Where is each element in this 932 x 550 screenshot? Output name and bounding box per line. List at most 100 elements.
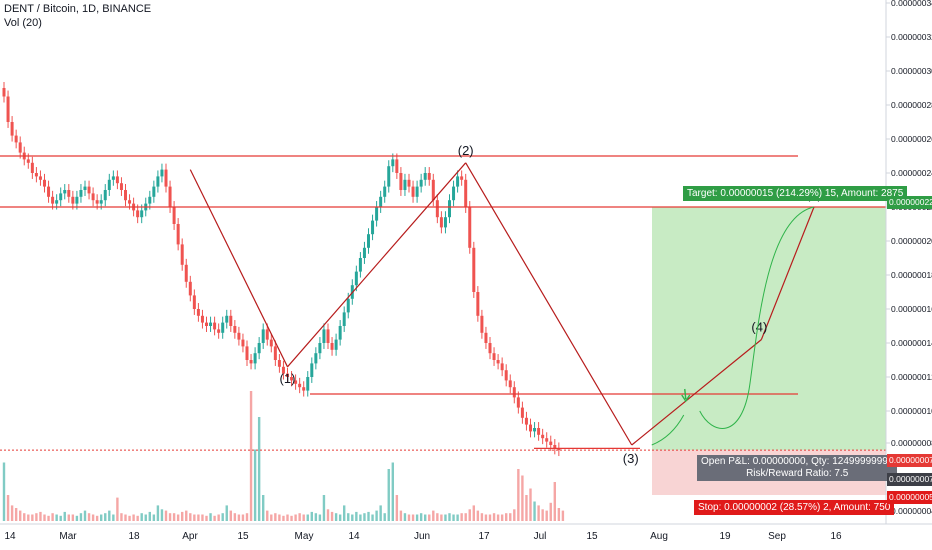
candle-body xyxy=(229,315,233,326)
volume-bar xyxy=(509,513,512,521)
volume-bar xyxy=(128,515,131,521)
candle-body xyxy=(277,360,281,367)
candle-body xyxy=(375,207,379,221)
candle-body xyxy=(245,346,249,360)
volume-bar xyxy=(217,514,220,521)
volume-bar xyxy=(347,513,350,521)
volume-bar xyxy=(290,515,293,521)
volume-bar xyxy=(43,514,46,521)
wave-label: (1) xyxy=(280,371,296,386)
volume-bar xyxy=(415,514,419,521)
volume-bar xyxy=(472,505,475,521)
candle-body xyxy=(14,135,18,143)
volume-bar xyxy=(282,515,285,521)
candle-body xyxy=(273,346,277,360)
candle-body xyxy=(512,387,516,398)
volume-bar xyxy=(266,510,269,521)
volume-bar xyxy=(91,514,95,521)
volume-bar xyxy=(440,514,443,521)
stop-label[interactable]: Stop: 0.00000002 (28.57%) 2, Amount: 750 xyxy=(694,500,895,515)
volume-bar xyxy=(124,514,127,521)
candle-body xyxy=(488,343,492,354)
volume-bar xyxy=(488,514,492,521)
volume-bar xyxy=(27,514,30,521)
target-zone xyxy=(652,207,886,451)
volume-bar xyxy=(557,508,561,521)
candle-body xyxy=(330,343,334,350)
entry-price-badge: 0.00000007 xyxy=(887,454,932,467)
volume-indicator-label[interactable]: Vol (20) xyxy=(4,17,42,29)
volume-bar xyxy=(197,514,200,521)
volume-bar xyxy=(468,509,471,521)
candle-body xyxy=(306,377,310,391)
volume-bar xyxy=(193,514,196,521)
volume-bar xyxy=(67,514,70,521)
wave-label: (3) xyxy=(623,451,639,466)
volume-bar xyxy=(225,505,228,521)
candle-body xyxy=(34,173,38,177)
volume-bar xyxy=(245,513,249,521)
candle-body xyxy=(358,258,362,272)
volume-bar xyxy=(553,482,556,521)
candle-body xyxy=(83,186,87,190)
volume-bar xyxy=(302,514,305,521)
candle-body xyxy=(346,298,350,313)
candle-body xyxy=(184,264,188,282)
volume-bar xyxy=(444,514,447,521)
candle-body xyxy=(553,445,557,449)
position-info-label[interactable]: Open P&L: 0.00000000, Qty: 12499999999 R… xyxy=(697,455,898,481)
candle-body xyxy=(456,176,460,187)
time-axis xyxy=(0,524,886,550)
volume-bar xyxy=(116,497,119,521)
volume-bar xyxy=(496,514,500,521)
price-tick-label: 0.00000004 xyxy=(891,506,932,516)
candle-body xyxy=(286,373,289,377)
time-tick-label: 14 xyxy=(348,531,360,542)
candle-body xyxy=(103,190,107,201)
volume-bar xyxy=(23,513,26,521)
candle-body xyxy=(2,88,6,97)
volume-bar xyxy=(541,509,544,521)
candle-body xyxy=(549,441,553,445)
volume-bar xyxy=(79,513,83,521)
time-tick-label: Jun xyxy=(414,531,430,542)
volume-bar xyxy=(120,513,123,521)
wave-segment xyxy=(465,162,633,446)
open-pl-text: Open P&L: 0.00000000, Qty: 12499999999 xyxy=(701,456,894,467)
volume-bar xyxy=(298,513,301,521)
candle-body xyxy=(302,387,306,391)
volume-bar xyxy=(144,514,147,521)
volume-bar xyxy=(545,510,548,521)
candle-body xyxy=(71,196,75,204)
candle-body xyxy=(209,322,213,326)
symbol-title: DENT / Bitcoin, 1D, BINANCE xyxy=(4,3,152,15)
volume-bar xyxy=(278,514,281,521)
volume-bar xyxy=(112,514,115,521)
time-tick-label: 15 xyxy=(237,531,249,542)
wave-segment xyxy=(287,162,467,368)
volume-bar xyxy=(10,505,14,521)
price-tick-label: 0.00000010 xyxy=(891,406,932,416)
candle-body xyxy=(79,190,83,197)
volume-bar xyxy=(95,515,99,521)
target-label[interactable]: Target: 0.00000015 (214.29%) 15, Amount:… xyxy=(683,186,908,201)
volume-bar xyxy=(521,475,524,521)
candle-body xyxy=(399,173,403,190)
price-tick-label: 0.00000032 xyxy=(891,32,932,42)
volume-bar xyxy=(19,510,22,521)
candle-body xyxy=(427,173,431,180)
volume-bar xyxy=(375,510,378,521)
candle-body xyxy=(205,322,208,326)
candle-body xyxy=(524,417,528,425)
volume-bar xyxy=(363,513,366,521)
price-tick-label: 0.00000008 xyxy=(891,438,932,448)
time-tick-label: 19 xyxy=(719,531,731,542)
volume-bar xyxy=(407,514,411,521)
volume-bar xyxy=(100,514,103,521)
time-tick-label: 17 xyxy=(478,531,490,542)
candle-body xyxy=(334,339,338,350)
volume-bar xyxy=(51,513,54,521)
candle-body xyxy=(261,329,265,343)
candle-body xyxy=(43,179,46,187)
